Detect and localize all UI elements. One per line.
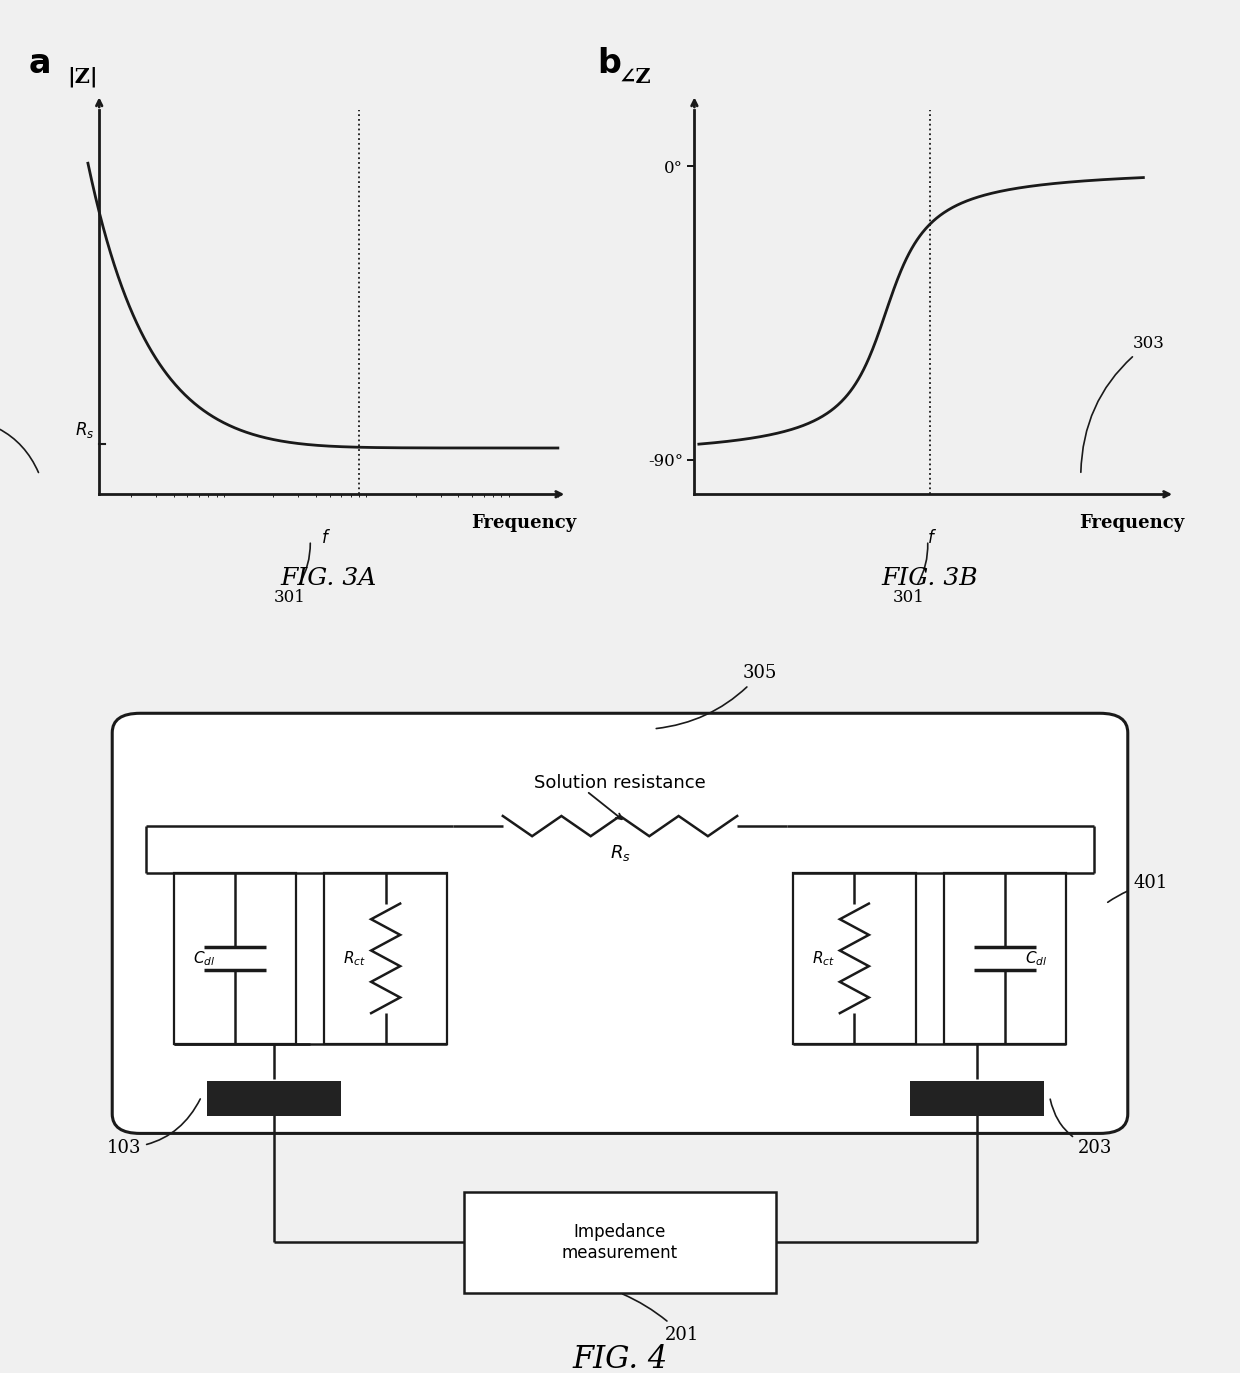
Text: Frequency: Frequency: [471, 514, 577, 531]
Text: 305: 305: [656, 665, 777, 729]
Bar: [325, 873, 448, 1043]
Text: 103: 103: [107, 1098, 201, 1157]
Text: 305: 305: [0, 412, 38, 472]
Bar: [174, 873, 296, 1043]
Text: 401: 401: [1107, 875, 1168, 902]
Text: $R_s$: $R_s$: [610, 843, 630, 864]
Text: Frequency: Frequency: [1079, 514, 1184, 531]
Text: 201: 201: [622, 1293, 699, 1344]
Text: FIG. 4: FIG. 4: [573, 1344, 667, 1373]
Text: FIG. 3A: FIG. 3A: [280, 567, 377, 590]
Bar: [207, 1081, 341, 1115]
Text: a: a: [29, 47, 51, 80]
Text: ∠Z: ∠Z: [619, 67, 652, 86]
Text: $C_{dl}$: $C_{dl}$: [192, 949, 215, 968]
Text: Solution resistance: Solution resistance: [534, 774, 706, 792]
Text: FIG. 3B: FIG. 3B: [882, 567, 978, 590]
Text: $R_{ct}$: $R_{ct}$: [812, 949, 835, 968]
Bar: [944, 873, 1066, 1043]
Bar: [910, 1081, 1044, 1115]
Text: 301: 301: [274, 544, 310, 605]
Text: $R_s$: $R_s$: [76, 420, 94, 441]
Text: 301: 301: [893, 544, 928, 605]
FancyBboxPatch shape: [112, 714, 1128, 1134]
Text: 303: 303: [1081, 335, 1164, 472]
Text: $R_{ct}$: $R_{ct}$: [343, 949, 366, 968]
Bar: [464, 1192, 776, 1293]
Text: $f$: $f$: [321, 529, 331, 546]
Text: Impedance
measurement: Impedance measurement: [562, 1223, 678, 1262]
Text: $f$: $f$: [928, 529, 937, 546]
Text: |Z|: |Z|: [67, 66, 98, 86]
Text: 203: 203: [1050, 1100, 1112, 1157]
Bar: [794, 873, 915, 1043]
Text: $C_{dl}$: $C_{dl}$: [1025, 949, 1048, 968]
Text: b: b: [598, 47, 621, 80]
